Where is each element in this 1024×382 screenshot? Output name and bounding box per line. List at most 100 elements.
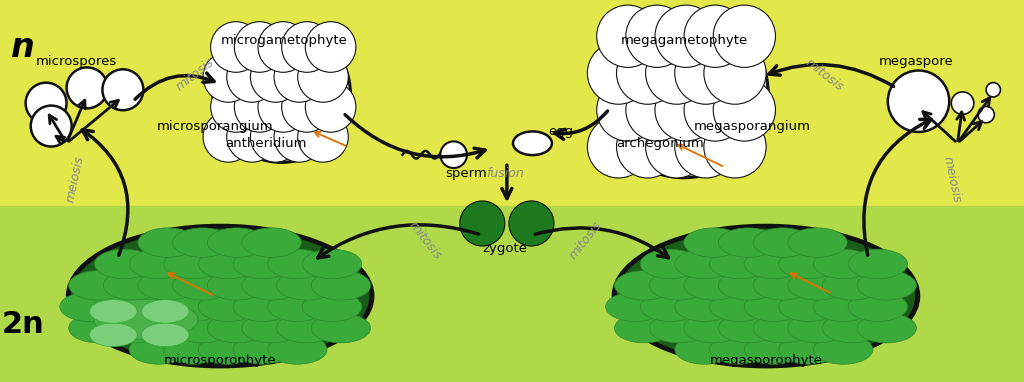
FancyArrowPatch shape bbox=[56, 136, 65, 144]
Text: megagametophyte: megagametophyte bbox=[621, 34, 748, 47]
FancyArrowPatch shape bbox=[536, 228, 669, 258]
FancyArrowPatch shape bbox=[864, 119, 931, 255]
Ellipse shape bbox=[94, 249, 154, 279]
Ellipse shape bbox=[242, 228, 301, 257]
Text: megaspore: megaspore bbox=[880, 55, 953, 68]
Ellipse shape bbox=[311, 270, 371, 300]
Ellipse shape bbox=[848, 249, 907, 279]
Ellipse shape bbox=[233, 249, 293, 279]
Ellipse shape bbox=[597, 5, 659, 67]
Ellipse shape bbox=[813, 292, 872, 321]
Ellipse shape bbox=[703, 116, 766, 178]
Ellipse shape bbox=[305, 82, 356, 132]
Ellipse shape bbox=[102, 69, 143, 110]
Ellipse shape bbox=[242, 313, 301, 343]
Ellipse shape bbox=[626, 5, 688, 67]
Ellipse shape bbox=[234, 82, 285, 132]
Ellipse shape bbox=[226, 52, 278, 102]
Ellipse shape bbox=[302, 292, 361, 321]
Ellipse shape bbox=[282, 22, 332, 72]
Ellipse shape bbox=[67, 225, 374, 367]
Ellipse shape bbox=[713, 5, 775, 67]
Ellipse shape bbox=[753, 228, 812, 257]
Ellipse shape bbox=[703, 42, 766, 104]
Ellipse shape bbox=[67, 67, 108, 108]
Ellipse shape bbox=[822, 270, 882, 300]
Ellipse shape bbox=[203, 52, 254, 102]
Ellipse shape bbox=[173, 228, 232, 257]
FancyArrowPatch shape bbox=[49, 115, 66, 141]
Ellipse shape bbox=[69, 313, 128, 343]
Ellipse shape bbox=[173, 313, 232, 343]
Ellipse shape bbox=[616, 116, 679, 178]
Ellipse shape bbox=[267, 335, 327, 364]
Ellipse shape bbox=[640, 292, 699, 321]
Ellipse shape bbox=[129, 335, 188, 364]
FancyArrowPatch shape bbox=[68, 100, 85, 141]
Text: megasporangium: megasporangium bbox=[694, 120, 811, 133]
Text: microgametophyte: microgametophyte bbox=[221, 34, 348, 47]
Ellipse shape bbox=[614, 270, 674, 300]
Ellipse shape bbox=[857, 313, 916, 343]
Ellipse shape bbox=[138, 270, 198, 300]
Ellipse shape bbox=[141, 323, 189, 346]
FancyArrowPatch shape bbox=[502, 165, 512, 199]
Ellipse shape bbox=[282, 82, 332, 132]
Ellipse shape bbox=[744, 292, 804, 321]
Ellipse shape bbox=[744, 335, 804, 364]
Ellipse shape bbox=[614, 313, 674, 343]
Ellipse shape bbox=[276, 313, 336, 343]
Ellipse shape bbox=[588, 42, 649, 104]
Text: microspores: microspores bbox=[36, 55, 118, 68]
Ellipse shape bbox=[258, 22, 308, 72]
Ellipse shape bbox=[173, 270, 232, 300]
Ellipse shape bbox=[211, 82, 261, 132]
Ellipse shape bbox=[199, 249, 258, 279]
Text: antheridium: antheridium bbox=[225, 137, 307, 150]
Ellipse shape bbox=[857, 270, 916, 300]
Bar bbox=[0, 0, 1024, 206]
Ellipse shape bbox=[267, 249, 327, 279]
Ellipse shape bbox=[207, 270, 266, 300]
Ellipse shape bbox=[655, 79, 717, 141]
Ellipse shape bbox=[951, 92, 974, 114]
Ellipse shape bbox=[675, 292, 734, 321]
Ellipse shape bbox=[251, 112, 301, 162]
FancyArrowPatch shape bbox=[345, 115, 485, 158]
Ellipse shape bbox=[655, 5, 717, 67]
Text: n: n bbox=[10, 31, 35, 64]
FancyArrowPatch shape bbox=[135, 73, 214, 99]
Ellipse shape bbox=[684, 313, 743, 343]
Text: 2n: 2n bbox=[1, 310, 44, 339]
Ellipse shape bbox=[986, 83, 1000, 97]
Ellipse shape bbox=[779, 249, 839, 279]
FancyArrowPatch shape bbox=[82, 130, 128, 255]
FancyArrowPatch shape bbox=[317, 225, 478, 258]
Ellipse shape bbox=[675, 249, 734, 279]
Text: microsporophyte: microsporophyte bbox=[164, 354, 276, 367]
Ellipse shape bbox=[713, 79, 775, 141]
Ellipse shape bbox=[226, 112, 278, 162]
Ellipse shape bbox=[597, 79, 659, 141]
Ellipse shape bbox=[164, 249, 223, 279]
Ellipse shape bbox=[509, 201, 554, 246]
Ellipse shape bbox=[888, 71, 949, 132]
Ellipse shape bbox=[813, 335, 872, 364]
Text: archegonium: archegonium bbox=[616, 137, 705, 150]
Ellipse shape bbox=[753, 270, 812, 300]
Text: fusion: fusion bbox=[486, 167, 523, 180]
Bar bbox=[0, 206, 1024, 382]
Ellipse shape bbox=[164, 292, 223, 321]
Ellipse shape bbox=[298, 52, 348, 102]
Ellipse shape bbox=[649, 270, 709, 300]
Ellipse shape bbox=[813, 249, 872, 279]
Ellipse shape bbox=[274, 52, 325, 102]
Ellipse shape bbox=[616, 42, 679, 104]
Ellipse shape bbox=[242, 270, 301, 300]
Ellipse shape bbox=[207, 313, 266, 343]
Ellipse shape bbox=[94, 299, 198, 340]
FancyArrowPatch shape bbox=[959, 121, 982, 141]
Ellipse shape bbox=[645, 116, 708, 178]
Ellipse shape bbox=[719, 270, 778, 300]
Ellipse shape bbox=[675, 116, 737, 178]
